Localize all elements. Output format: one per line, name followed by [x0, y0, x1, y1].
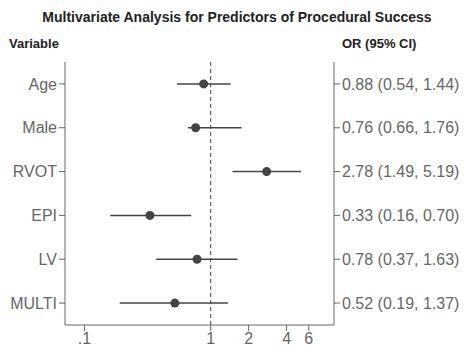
svg-text:0.78 (0.37, 1.63): 0.78 (0.37, 1.63) — [342, 251, 459, 268]
svg-text:Age: Age — [29, 76, 58, 93]
svg-text:6: 6 — [304, 330, 313, 347]
svg-text:2: 2 — [244, 330, 253, 347]
svg-text:0.88 (0.54, 1.44): 0.88 (0.54, 1.44) — [342, 76, 459, 93]
svg-text:MULTI: MULTI — [10, 295, 57, 312]
svg-text:.1: .1 — [78, 330, 91, 347]
svg-text:4: 4 — [282, 330, 291, 347]
svg-text:EPI: EPI — [31, 207, 57, 224]
html-text:Variable: Variable — [9, 36, 59, 51]
svg-text:RVOT: RVOT — [13, 163, 57, 180]
svg-text:0.33 (0.16, 0.70): 0.33 (0.16, 0.70) — [342, 207, 459, 224]
svg-text:0.52 (0.19, 1.37): 0.52 (0.19, 1.37) — [342, 295, 459, 312]
svg-text:LV: LV — [39, 251, 58, 268]
html-text:Multivariate Analysis for Pred: Multivariate Analysis for Predictors of … — [42, 9, 432, 25]
html-text:OR (95% CI): OR (95% CI) — [342, 36, 417, 51]
svg-text:1: 1 — [206, 330, 215, 347]
svg-text:Male: Male — [22, 119, 57, 136]
svg-text:0.76 (0.66, 1.76): 0.76 (0.66, 1.76) — [342, 119, 459, 136]
svg-text:2.78 (1.49, 5.19): 2.78 (1.49, 5.19) — [342, 163, 459, 180]
